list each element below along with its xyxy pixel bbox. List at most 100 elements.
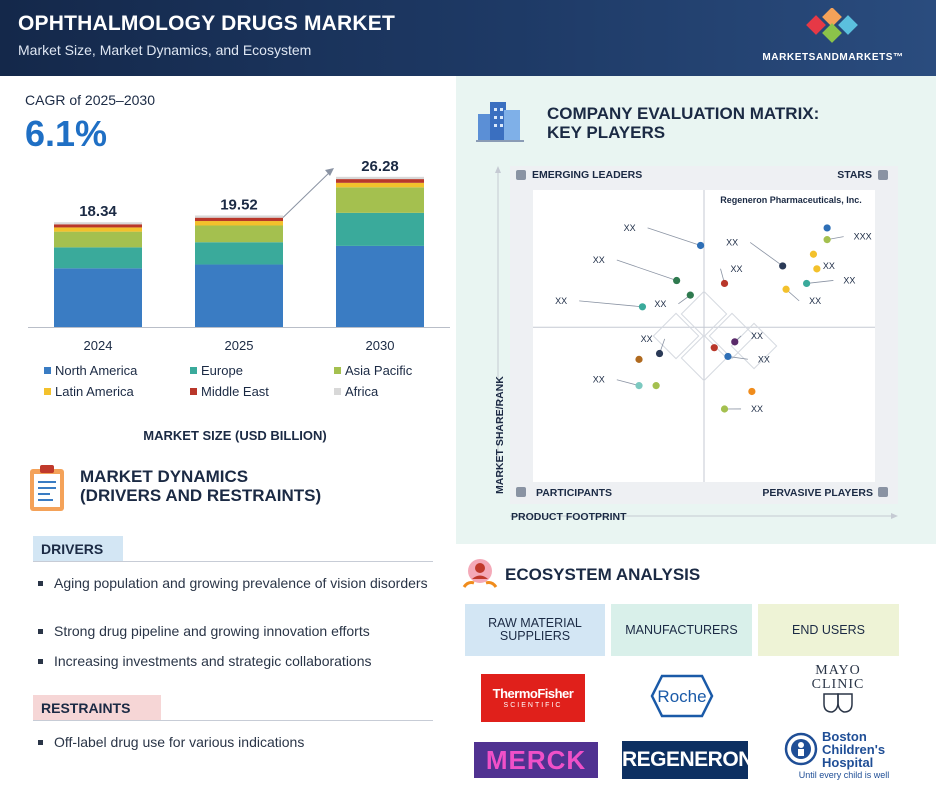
brand-logo: MARKETSANDMARKETS™ xyxy=(748,7,918,68)
point-leader-line xyxy=(616,379,640,387)
thermofisher-logo: ThermoFisher SCIENTIFIC xyxy=(481,674,585,722)
restraints-tab: RESTRAINTS xyxy=(33,695,161,721)
company-point xyxy=(809,250,818,258)
legend-item: Europe xyxy=(190,363,243,378)
category-label: 2025 xyxy=(225,338,254,353)
legend-swatch xyxy=(334,367,341,374)
company-point xyxy=(724,352,732,361)
bar-segment xyxy=(195,221,283,226)
page-subtitle: Market Size, Market Dynamics, and Ecosys… xyxy=(18,42,312,58)
point-label: XX xyxy=(726,237,738,247)
legend-label: Asia Pacific xyxy=(345,363,413,378)
clipboard-icon xyxy=(30,465,64,511)
x-axis-label: PRODUCT FOOTPRINT xyxy=(511,511,627,523)
quadrant-label-pervasive-players: PERVASIVE PLAYERS xyxy=(762,487,873,499)
point-label: XX xyxy=(751,331,763,341)
bar-segment xyxy=(336,187,424,213)
ecosystem-title: ECOSYSTEM ANALYSIS xyxy=(505,565,701,584)
legend-swatch xyxy=(190,388,197,395)
bar-total-label: 18.34 xyxy=(79,203,117,220)
bar-segment xyxy=(195,215,283,218)
mayo-clinic-logo: MAYO CLINIC xyxy=(800,664,876,720)
merck-logo: MERCK xyxy=(474,742,598,778)
bar-segment xyxy=(54,224,142,228)
legend-label: Middle East xyxy=(201,384,269,399)
bar-segment xyxy=(54,231,142,248)
stars-icon xyxy=(878,170,888,180)
company-evaluation-matrix: EMERGING LEADERS STARS PARTICIPANTS PERVASI… xyxy=(494,166,898,523)
boston-line1: Boston xyxy=(822,729,867,744)
eco-column-label: END USERS xyxy=(792,622,865,637)
bar-segment xyxy=(195,264,283,327)
market-dynamics-title: MARKET DYNAMICS (DRIVERS AND RESTRAINTS) xyxy=(80,467,321,505)
drivers-divider xyxy=(33,561,433,562)
thermofisher-name: ThermoFisher xyxy=(492,686,574,701)
company-point xyxy=(803,279,811,288)
point-leader-line xyxy=(806,280,834,284)
mayo-line1: MAYO xyxy=(815,663,861,678)
company-point xyxy=(823,236,831,244)
company-point xyxy=(635,355,643,363)
eco-column-label: RAW MATERIAL SUPPLIERS xyxy=(488,616,582,643)
roche-name: Roche xyxy=(657,687,706,706)
boston-childrens-logo: Boston Children's Hospital Until every c… xyxy=(784,728,904,782)
legend-swatch xyxy=(334,388,341,395)
highlight-company-label: Regeneron Pharmaceuticals, Inc. xyxy=(720,195,862,205)
chart-x-axis-label: MARKET SIZE (USD BILLION) xyxy=(143,428,327,443)
quadrant-label-emerging-leaders: EMERGING LEADERS xyxy=(532,169,642,181)
buildings-icon xyxy=(476,102,524,142)
bar-segment xyxy=(195,217,283,222)
company-point xyxy=(782,285,790,293)
boston-line2: Children's xyxy=(822,742,886,757)
cagr-label: CAGR of 2025–2030 xyxy=(25,92,155,108)
company-point xyxy=(686,291,694,299)
company-point xyxy=(710,344,718,352)
boston-line3: Hospital xyxy=(822,755,874,770)
bar-total-label: 26.28 xyxy=(361,158,399,175)
company-point xyxy=(823,224,831,232)
eco-column-label: MANUFACTURERS xyxy=(625,622,738,637)
participants-icon xyxy=(516,487,526,497)
driver-text: Increasing investments and strategic col… xyxy=(54,653,372,669)
company-point xyxy=(696,241,705,250)
company-point xyxy=(652,382,660,390)
bar-segment xyxy=(54,222,142,225)
company-point xyxy=(673,276,681,285)
pervasive-players-icon xyxy=(878,487,888,497)
thermofisher-sub: SCIENTIFIC xyxy=(503,702,563,709)
point-label: XX xyxy=(593,255,605,265)
x-axis-arrow xyxy=(891,513,898,519)
roche-logo: Roche xyxy=(650,674,714,718)
restraint-text: Off-label drug use for various indicatio… xyxy=(54,734,305,750)
bar-segment xyxy=(336,176,424,180)
legend-item: Latin America xyxy=(44,384,134,399)
point-label: XX xyxy=(641,334,653,344)
eco-column-raw-material: RAW MATERIAL SUPPLIERS xyxy=(465,604,605,656)
bar-segment xyxy=(54,227,142,232)
point-label: XX xyxy=(809,296,821,306)
bar-segment xyxy=(336,245,424,327)
point-label: XX xyxy=(731,264,743,274)
driver-text: Strong drug pipeline and growing innovat… xyxy=(54,623,370,639)
mayo-line2: CLINIC xyxy=(811,677,865,692)
market-dynamics-title-line1: MARKET DYNAMICS xyxy=(80,467,249,486)
point-label: XX xyxy=(593,375,605,385)
point-label: XX xyxy=(843,275,855,285)
legend-item: North America xyxy=(44,363,137,378)
header-banner: OPHTHALMOLOGY DRUGS MARKET Market Size, … xyxy=(0,0,936,76)
bar-segment xyxy=(336,182,424,188)
category-label: 2024 xyxy=(84,338,113,353)
driver-text: Aging population and growing prevalence … xyxy=(54,575,428,591)
point-label: XXX xyxy=(854,232,872,242)
y-axis-label: MARKET SHARE/RANK xyxy=(494,376,506,494)
matrix-title: COMPANY EVALUATION MATRIX: KEY PLAYERS xyxy=(547,104,819,142)
growth-arrow-head xyxy=(325,168,334,176)
regeneron-logo: REGENERON xyxy=(622,741,753,779)
bar-segment xyxy=(54,247,142,269)
page-title: OPHTHALMOLOGY DRUGS MARKET xyxy=(18,12,395,35)
point-leader-line xyxy=(749,242,783,267)
point-label: XX xyxy=(555,296,567,306)
legend-label: Latin America xyxy=(55,384,134,399)
drivers-tab: DRIVERS xyxy=(33,536,123,562)
legend-item: Africa xyxy=(334,384,378,399)
